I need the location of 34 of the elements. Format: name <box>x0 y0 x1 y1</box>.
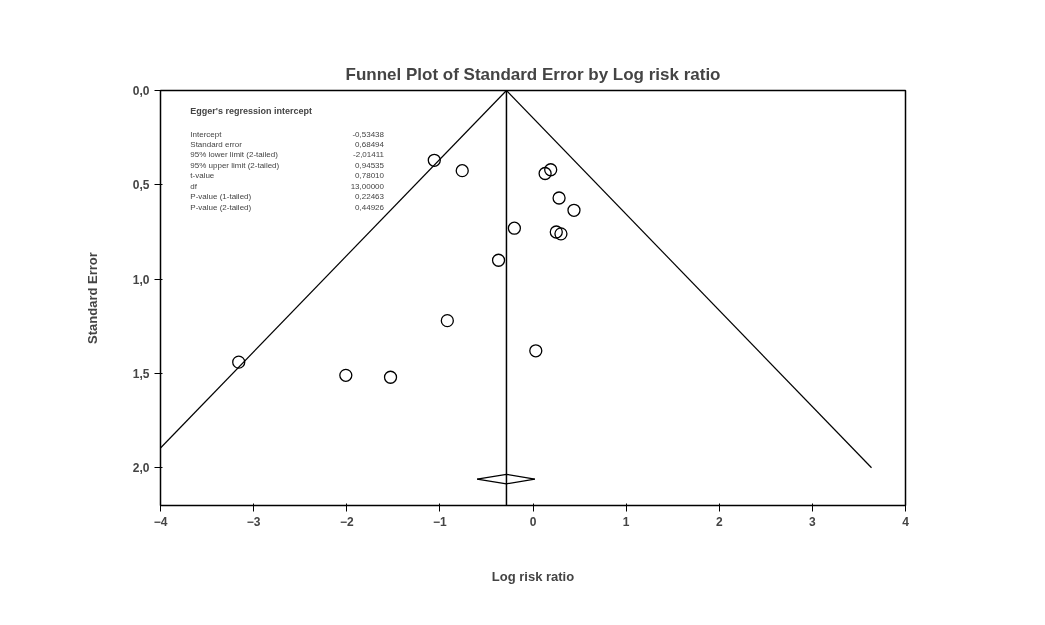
annotation: 0,78010 <box>355 171 385 181</box>
x-tick-label: −1 <box>433 514 448 529</box>
x-tick-label: 3 <box>809 514 817 529</box>
annotation: 0,22463 <box>355 192 385 202</box>
annotation: P-value (2-tailed) <box>190 202 252 212</box>
x-tick-label: −2 <box>339 514 354 529</box>
y-tick-label: 1,0 <box>132 272 150 287</box>
x-tick-label: 4 <box>902 514 910 529</box>
annotation: Standard error <box>190 140 243 150</box>
y-tick-label: 0,0 <box>132 84 150 98</box>
annotation: -0,53438 <box>352 129 385 139</box>
annotation: 0,94535 <box>355 160 385 170</box>
annotation: 13,00000 <box>350 181 385 191</box>
annotation: 95% upper limit (2-tailed) <box>190 160 280 170</box>
y-tick-label: 1,5 <box>132 366 150 381</box>
x-tick-label: 0 <box>529 514 537 529</box>
annotation: 0,44926 <box>355 202 385 212</box>
annotation: 0,68494 <box>355 140 385 150</box>
annotation: Egger's regression intercept <box>190 106 312 117</box>
annotation: 95% lower limit (2-tailed) <box>190 150 279 160</box>
x-axis-title: Log risk ratio <box>491 568 575 584</box>
x-tick-label: 1 <box>622 514 630 529</box>
y-tick-label: 0,5 <box>132 178 150 193</box>
x-tick-label: 2 <box>715 514 723 529</box>
annotation: df <box>190 181 198 191</box>
x-tick-label: −3 <box>246 514 261 529</box>
x-tick-label: −4 <box>153 514 168 529</box>
annotation: Intercept <box>190 129 223 139</box>
annotation: t-value <box>190 171 215 181</box>
annotation: P-value (1-tailed) <box>190 192 252 202</box>
annotation: -2,01411 <box>353 150 385 160</box>
chart-title: Funnel Plot of Standard Error by Log risk ratio <box>345 64 721 84</box>
y-tick-label: 2,0 <box>132 461 150 476</box>
y-axis-title: Standard Error <box>84 252 100 344</box>
